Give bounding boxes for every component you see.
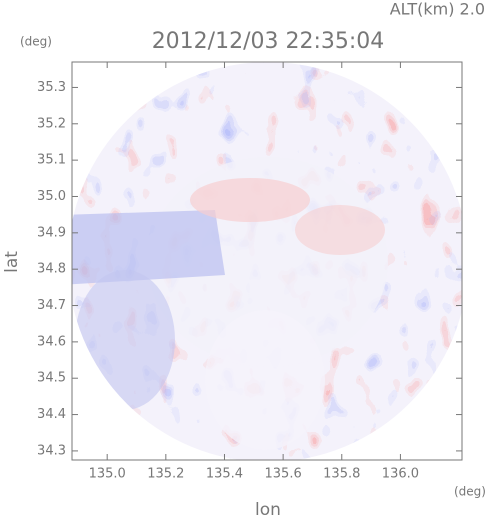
y-tick-label: 35.3 [37, 80, 66, 95]
y-tick-label: 34.5 [37, 371, 66, 386]
y-tick-label: 35.1 [37, 153, 66, 168]
x-tick-label: 135.0 [89, 467, 126, 482]
y-tick-label: 34.3 [37, 443, 66, 458]
y-tick-label: 34.7 [37, 298, 66, 313]
x-tick-label: 135.8 [323, 467, 360, 482]
altitude-label: ALT(km) 2.0 [390, 0, 485, 19]
x-unit: (deg) [454, 485, 486, 499]
plot-frame [71, 61, 463, 461]
y-tick-label: 34.6 [37, 334, 66, 349]
y-axis-label: lat [2, 251, 22, 273]
x-tick-label: 135.6 [265, 467, 302, 482]
x-axis-label: lon [255, 500, 281, 520]
x-tick-label: 136.0 [382, 467, 419, 482]
y-tick-label: 34.8 [37, 262, 66, 277]
y-tick-label: 35.2 [37, 116, 66, 131]
y-tick-label: 35.0 [37, 189, 66, 204]
radar-field [72, 62, 462, 460]
x-tick-label: 135.2 [147, 467, 184, 482]
x-tick-label: 135.4 [206, 467, 243, 482]
y-tick-label: 34.9 [37, 225, 66, 240]
y-tick-label: 34.4 [37, 407, 66, 422]
chart-title: 2012/12/03 22:35:04 [152, 29, 385, 54]
y-unit: (deg) [20, 35, 52, 49]
